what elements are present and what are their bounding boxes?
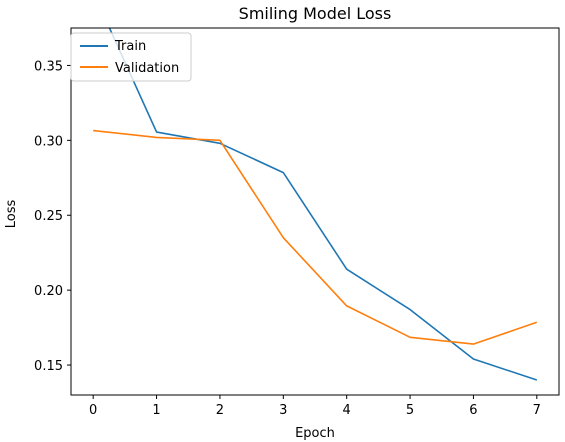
y-tick-label: 0.25 bbox=[34, 209, 63, 224]
x-tick-label: 1 bbox=[152, 403, 160, 418]
x-axis-title: Epoch bbox=[295, 426, 335, 441]
legend: Train Validation bbox=[70, 32, 192, 82]
x-axis: 0 1 2 3 4 5 6 7 bbox=[89, 395, 541, 418]
series-line-train bbox=[108, 28, 538, 381]
y-tick-label: 0.20 bbox=[34, 284, 63, 299]
legend-label-train: Train bbox=[114, 39, 146, 54]
y-tick-label: 0.30 bbox=[34, 134, 63, 149]
y-axis-title: Loss bbox=[4, 200, 19, 229]
y-tick-label: 0.35 bbox=[34, 59, 63, 74]
x-tick-label: 5 bbox=[406, 403, 414, 418]
y-axis: 0.15 0.20 0.25 0.30 0.35 bbox=[34, 59, 71, 374]
series-layer bbox=[93, 28, 538, 381]
x-tick-label: 7 bbox=[533, 403, 541, 418]
chart-title: Smiling Model Loss bbox=[239, 4, 392, 23]
y-tick-label: 0.15 bbox=[34, 359, 63, 374]
legend-label-validation: Validation bbox=[115, 61, 179, 76]
x-tick-label: 4 bbox=[343, 403, 351, 418]
x-tick-label: 3 bbox=[279, 403, 287, 418]
x-tick-label: 6 bbox=[469, 403, 477, 418]
series-line-validation bbox=[93, 129, 538, 345]
x-tick-label: 0 bbox=[89, 403, 97, 418]
plot-frame bbox=[70, 27, 560, 396]
x-tick-label: 2 bbox=[216, 403, 224, 418]
